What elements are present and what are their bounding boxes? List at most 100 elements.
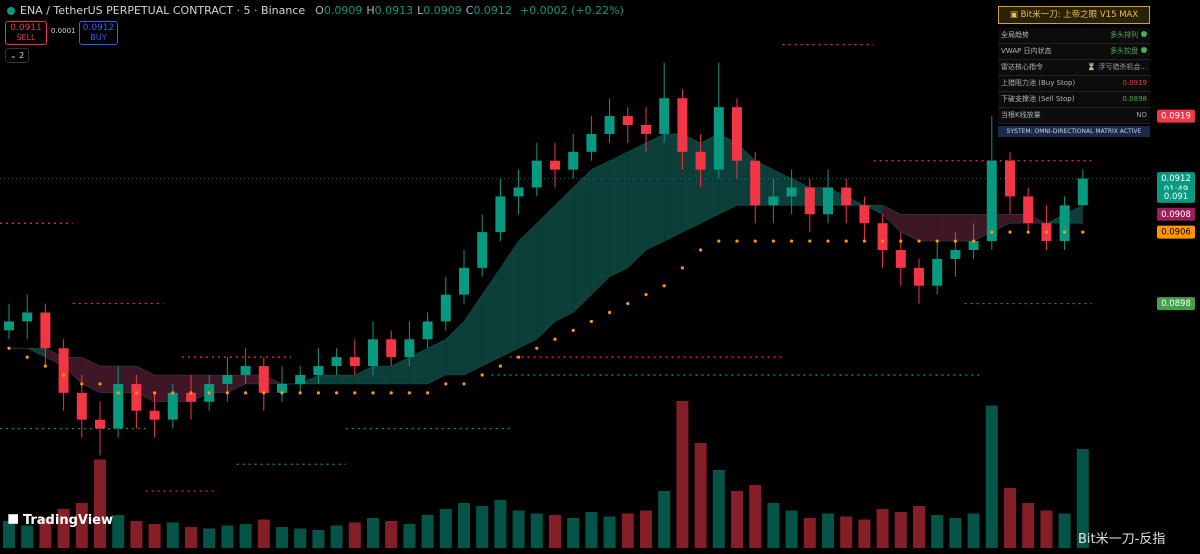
row-value-text: ⏳ 浮亏猎杀机会... bbox=[1087, 63, 1147, 71]
candle-body bbox=[823, 187, 833, 215]
volume-bar bbox=[203, 528, 216, 548]
price-tag bbox=[1157, 225, 1195, 239]
candle-body bbox=[495, 196, 506, 233]
trail-dot bbox=[43, 364, 48, 368]
trail-dot bbox=[826, 239, 830, 243]
panel-footer: SYSTEM: OMNI-DIRECTIONAL MATRIX ACTIVE bbox=[998, 126, 1150, 137]
trail-dot bbox=[644, 293, 648, 297]
cloud-segment bbox=[646, 133, 665, 250]
trail-dot bbox=[189, 391, 193, 395]
candle-body bbox=[713, 107, 724, 170]
row-value: 多头排列 bbox=[1110, 28, 1147, 43]
volume-bar bbox=[1076, 449, 1089, 548]
candle-body bbox=[386, 339, 397, 358]
volume-bar bbox=[913, 506, 925, 548]
candle-body bbox=[750, 160, 761, 206]
candle-body bbox=[732, 107, 742, 161]
volume-bar bbox=[130, 521, 143, 548]
trail-dot bbox=[444, 382, 448, 386]
candle-body bbox=[659, 98, 670, 134]
candle-body bbox=[331, 357, 342, 367]
panel-row: 当根K线放量 NO bbox=[998, 108, 1150, 124]
trail-dot bbox=[571, 328, 575, 332]
trail-dot bbox=[498, 364, 502, 368]
cloud-segment bbox=[500, 241, 519, 358]
trail-dot bbox=[7, 346, 11, 350]
trail-dot bbox=[790, 239, 794, 243]
volume-bar bbox=[967, 513, 980, 548]
volume-bar bbox=[621, 513, 634, 548]
cloud-segment bbox=[591, 160, 610, 295]
buy-button[interactable]: 0.0912 BUY bbox=[79, 21, 118, 45]
candle-body bbox=[968, 241, 979, 250]
logo: ⯀ TradingView bbox=[8, 513, 113, 528]
candle-body bbox=[277, 383, 287, 393]
volume-bar bbox=[439, 509, 452, 548]
volume-bar bbox=[57, 509, 70, 548]
candle-body bbox=[368, 339, 378, 367]
volume-bar bbox=[567, 518, 580, 548]
volume-bar bbox=[1040, 510, 1053, 548]
trail-dot bbox=[1081, 230, 1085, 234]
volume-bar bbox=[166, 522, 179, 548]
volume-bar bbox=[185, 527, 197, 548]
trail-dot bbox=[244, 391, 248, 395]
candle-body bbox=[1059, 205, 1070, 242]
row-value-text: NO bbox=[1136, 111, 1147, 119]
status-dot bbox=[7, 7, 15, 15]
cloud-segment bbox=[536, 205, 555, 340]
trail-dot bbox=[1026, 230, 1030, 234]
trail-dot bbox=[25, 355, 29, 359]
panel-row: 上猎阻力池 (Buy Stop) 0.0919 bbox=[998, 76, 1150, 92]
volume-bar bbox=[949, 518, 962, 548]
volume-bar bbox=[458, 503, 470, 548]
trail-dot bbox=[462, 382, 466, 386]
row-value: ⏳ 浮亏猎杀机会... bbox=[1087, 60, 1147, 75]
volume-bar bbox=[221, 525, 234, 548]
volume-bar bbox=[767, 503, 780, 548]
price-tag bbox=[1157, 189, 1195, 203]
candle-body bbox=[804, 187, 815, 215]
volume-bar bbox=[803, 518, 816, 548]
candle-body bbox=[113, 383, 124, 429]
cloud-segment bbox=[919, 214, 938, 242]
candle-body bbox=[513, 187, 524, 197]
row-value-text: 0.0898 bbox=[1122, 95, 1148, 103]
trail-dot bbox=[535, 346, 539, 350]
candle-body bbox=[222, 375, 233, 384]
price-tag-label: 0.091 bbox=[1164, 192, 1188, 202]
cloud-segment bbox=[318, 375, 337, 384]
candle-body bbox=[895, 250, 906, 268]
trail-dot bbox=[553, 337, 557, 341]
change: +0.0002 (+0.22%) bbox=[519, 4, 624, 17]
volume-bar bbox=[1058, 513, 1071, 548]
volume-bar bbox=[294, 528, 307, 548]
trail-dot bbox=[935, 239, 939, 243]
candle-body bbox=[459, 267, 469, 295]
trail-dot bbox=[517, 355, 521, 359]
cloud-segment bbox=[445, 321, 464, 375]
candle-body bbox=[1077, 178, 1088, 206]
volume-bar bbox=[876, 509, 889, 548]
candle-body bbox=[604, 116, 615, 134]
info-panel: ▣ Bit米一刀: 上帝之眼 V15 MAX 全局趋势 多头排列 VWAP 日内状态… bbox=[998, 6, 1150, 137]
cloud-segment bbox=[427, 339, 446, 384]
sell-button[interactable]: 0.0911 SELL bbox=[5, 21, 47, 45]
cloud-segment bbox=[518, 223, 537, 349]
indicator-toggle[interactable]: ⌄ 2 bbox=[5, 48, 29, 63]
cloud-segment bbox=[482, 267, 501, 367]
cloud-segment bbox=[664, 133, 683, 242]
volume-bar bbox=[1004, 488, 1016, 548]
candle-body bbox=[841, 187, 852, 206]
ohlc-item: H0.0913 bbox=[366, 4, 413, 17]
candle-body bbox=[186, 392, 196, 402]
row-label: 全局趋势 bbox=[1001, 31, 1029, 39]
volume-bar bbox=[494, 500, 507, 548]
volume-bar bbox=[330, 525, 343, 548]
trail-dot bbox=[717, 239, 721, 243]
panel-rows: 全局趋势 多头排列 VWAP 日内状态 多头控盘 雷达核心指令 ⏳ 浮亏猎杀机会... 上猎… bbox=[998, 28, 1150, 124]
trail-dot bbox=[298, 391, 302, 395]
trail-dot bbox=[80, 382, 84, 386]
candle-body bbox=[586, 133, 597, 152]
